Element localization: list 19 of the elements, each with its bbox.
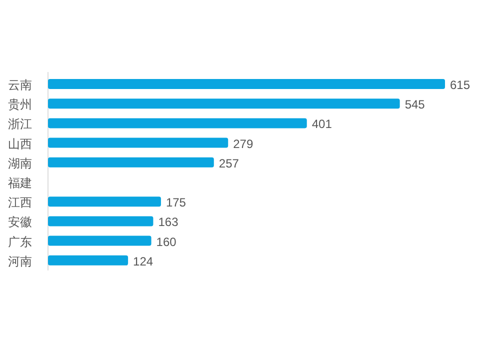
data-label: 257: [218, 156, 240, 170]
data-label: 124: [133, 254, 154, 268]
data-label: 401: [312, 117, 332, 132]
data-label: 545: [404, 98, 426, 112]
y-tick-label: 云南: [8, 78, 32, 92]
y-tick-label: 山西: [8, 136, 32, 151]
y-tick-label: 贵州: [8, 98, 32, 112]
y-tick-label: 湖南: [8, 156, 32, 170]
data-label: 615: [450, 78, 470, 92]
y-tick-label: 江西: [8, 196, 32, 210]
data-label: 175: [166, 196, 186, 210]
data-label: 160: [156, 234, 177, 249]
y-tick-label: 安徽: [8, 215, 32, 230]
data-label: 279: [233, 136, 254, 151]
data-label: 163: [158, 215, 179, 230]
y-tick-label: 福建: [8, 176, 32, 190]
y-tick-label: 河南: [8, 254, 32, 268]
y-tick-label: 广东: [8, 234, 32, 249]
y-tick-label: 浙江: [8, 117, 32, 132]
